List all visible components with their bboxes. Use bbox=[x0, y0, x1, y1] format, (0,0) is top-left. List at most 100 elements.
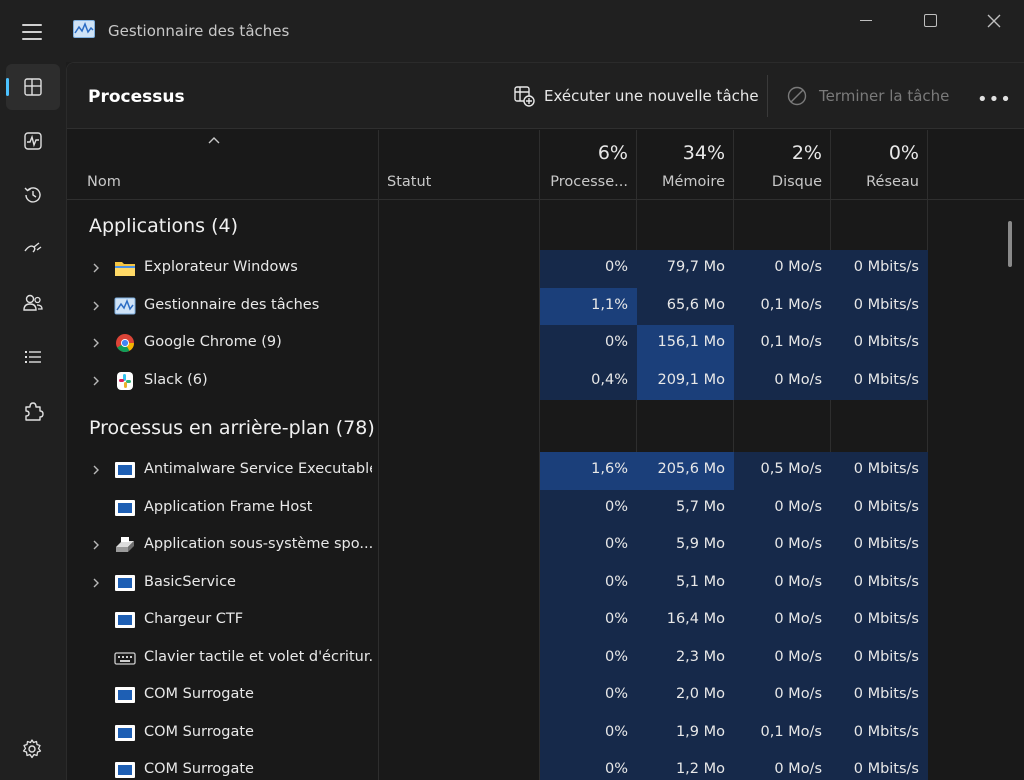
table-row[interactable]: Clavier tactile et volet d'écritur... 0%… bbox=[67, 639, 1024, 677]
group-header-applications[interactable]: Applications (4) bbox=[89, 215, 239, 237]
memory-cell: 5,1 Mo bbox=[637, 564, 734, 602]
title-bar: Gestionnaire des tâches bbox=[0, 0, 1024, 62]
process-name: COM Surrogate bbox=[144, 761, 254, 777]
processes-icon bbox=[24, 78, 42, 96]
table-row[interactable]: BasicService 0% 5,1 Mo 0 Mo/s 0 Mbits/s bbox=[67, 564, 1024, 602]
nav-processes[interactable] bbox=[6, 64, 60, 110]
group-header-background[interactable]: Processus en arrière-plan (78) bbox=[89, 417, 375, 439]
column-header-status[interactable]: Statut bbox=[387, 174, 432, 190]
disk-cell: 0 Mo/s bbox=[734, 362, 831, 400]
disk-cell: 0 Mo/s bbox=[734, 489, 831, 527]
column-header-disk[interactable]: 2% Disque bbox=[734, 130, 831, 200]
disk-cell: 0,1 Mo/s bbox=[734, 714, 831, 752]
vertical-scrollbar-thumb[interactable] bbox=[1008, 221, 1012, 267]
chevron-right-icon[interactable] bbox=[91, 539, 101, 551]
network-cell: 0 Mbits/s bbox=[831, 677, 928, 715]
chevron-right-icon[interactable] bbox=[91, 464, 101, 476]
window-app-icon bbox=[115, 574, 135, 591]
network-cell: 0 Mbits/s bbox=[831, 452, 928, 490]
disk-cell: 0,1 Mo/s bbox=[734, 325, 831, 363]
column-header-network[interactable]: 0% Réseau bbox=[831, 130, 928, 200]
hamburger-menu-icon[interactable] bbox=[22, 24, 42, 40]
process-name: Slack (6) bbox=[144, 371, 208, 388]
table-row[interactable]: COM Surrogate 0% 1,9 Mo 0,1 Mo/s 0 Mbits… bbox=[67, 714, 1024, 752]
table-row[interactable]: Application Frame Host 0% 5,7 Mo 0 Mo/s … bbox=[67, 489, 1024, 527]
run-new-task-label: Exécuter une nouvelle tâche bbox=[544, 87, 759, 105]
table-row[interactable]: COM Surrogate 0% 2,0 Mo 0 Mo/s 0 Mbits/s bbox=[67, 677, 1024, 715]
table-row[interactable]: Slack (6) 0,4% 209,1 Mo 0 Mo/s 0 Mbits/s bbox=[67, 362, 1024, 400]
table-row[interactable]: Chargeur CTF 0% 16,4 Mo 0 Mo/s 0 Mbits/s bbox=[67, 602, 1024, 640]
memory-cell: 65,6 Mo bbox=[637, 287, 734, 325]
cpu-cell: 0% bbox=[540, 325, 637, 363]
memory-cell: 1,2 Mo bbox=[637, 752, 734, 780]
network-cell: 0 Mbits/s bbox=[831, 602, 928, 640]
settings-gear-icon[interactable] bbox=[21, 738, 43, 760]
network-cell: 0 Mbits/s bbox=[831, 362, 928, 400]
process-name: BasicService bbox=[144, 573, 236, 590]
more-options-button[interactable]: ••• bbox=[977, 89, 1012, 110]
process-name: Gestionnaire des tâches bbox=[144, 296, 320, 313]
nav-details[interactable] bbox=[6, 334, 60, 380]
navigation-rail bbox=[0, 62, 66, 780]
process-name: Application Frame Host bbox=[144, 498, 313, 515]
table-row[interactable]: Gestionnaire des tâches 1,1% 65,6 Mo 0,1… bbox=[67, 287, 1024, 325]
page-title: Processus bbox=[88, 87, 185, 107]
users-icon bbox=[23, 294, 43, 311]
network-cell: 0 Mbits/s bbox=[831, 250, 928, 288]
process-name: COM Surrogate bbox=[144, 723, 254, 740]
cpu-cell: 0% bbox=[540, 527, 637, 565]
close-icon[interactable] bbox=[983, 10, 1005, 32]
window-app-icon bbox=[115, 762, 135, 778]
network-cell: 0 Mbits/s bbox=[831, 714, 928, 752]
run-new-task-button[interactable]: Exécuter une nouvelle tâche bbox=[513, 81, 759, 111]
chevron-right-icon[interactable] bbox=[91, 337, 101, 349]
chevron-right-icon[interactable] bbox=[91, 375, 101, 387]
process-name: Chargeur CTF bbox=[144, 611, 244, 627]
chevron-right-icon[interactable] bbox=[91, 577, 101, 589]
window-title: Gestionnaire des tâches bbox=[108, 22, 290, 40]
startup-icon bbox=[24, 242, 42, 253]
process-name: Explorateur Windows bbox=[144, 259, 298, 275]
column-header-memory[interactable]: 34% Mémoire bbox=[637, 130, 734, 200]
nav-app-history[interactable] bbox=[6, 172, 60, 218]
printer-icon bbox=[116, 537, 134, 552]
table-row[interactable]: COM Surrogate 0% 1,2 Mo 0 Mo/s 0 Mbits/s bbox=[67, 752, 1024, 780]
toolbar: Processus Exécuter une nouvelle tâche Te… bbox=[67, 63, 1024, 129]
maximize-button[interactable] bbox=[920, 10, 942, 32]
disk-cell: 0 Mo/s bbox=[734, 752, 831, 780]
nav-services[interactable] bbox=[6, 388, 60, 434]
network-label: Réseau bbox=[866, 174, 919, 190]
cpu-cell: 0% bbox=[540, 639, 637, 677]
cpu-cell: 1,1% bbox=[540, 287, 637, 325]
end-task-label: Terminer la tâche bbox=[819, 87, 950, 105]
nav-startup-apps[interactable] bbox=[6, 226, 60, 272]
memory-cell: 79,7 Mo bbox=[637, 250, 734, 288]
nav-performance[interactable] bbox=[6, 118, 60, 164]
chevron-right-icon[interactable] bbox=[91, 300, 101, 312]
memory-label: Mémoire bbox=[661, 174, 725, 190]
table-row[interactable]: Antimalware Service Executable 1,6% 205,… bbox=[67, 452, 1024, 490]
window-app-icon bbox=[115, 687, 135, 703]
folder-icon bbox=[115, 262, 135, 276]
memory-cell: 2,0 Mo bbox=[637, 677, 734, 715]
toolbar-separator bbox=[767, 75, 768, 117]
window-app-icon bbox=[115, 462, 135, 478]
slack-icon bbox=[117, 371, 133, 390]
cpu-cell: 0% bbox=[540, 752, 637, 780]
minimize-button[interactable] bbox=[856, 10, 878, 32]
network-cell: 0 Mbits/s bbox=[831, 489, 928, 527]
chevron-right-icon[interactable] bbox=[91, 262, 101, 274]
table-row[interactable]: Explorateur Windows 0% 79,7 Mo 0 Mo/s 0 … bbox=[67, 250, 1024, 288]
disk-cell: 0,1 Mo/s bbox=[734, 287, 831, 325]
network-cell: 0 Mbits/s bbox=[831, 287, 928, 325]
window-app-icon bbox=[115, 612, 135, 628]
table-row[interactable]: Application sous-système spo... 0% 5,9 M… bbox=[67, 527, 1024, 565]
table-row[interactable]: Google Chrome (9) 0% 156,1 Mo 0,1 Mo/s 0… bbox=[67, 325, 1024, 363]
memory-cell: 156,1 Mo bbox=[637, 325, 734, 363]
nav-users[interactable] bbox=[6, 280, 60, 326]
column-header-name[interactable]: Nom bbox=[87, 174, 121, 190]
column-header-cpu[interactable]: 6% Processe... bbox=[540, 130, 637, 200]
end-task-button[interactable]: Terminer la tâche bbox=[787, 81, 949, 111]
disk-cell: 0 Mo/s bbox=[734, 602, 831, 640]
processes-page: Processus Exécuter une nouvelle tâche Te… bbox=[66, 62, 1024, 780]
